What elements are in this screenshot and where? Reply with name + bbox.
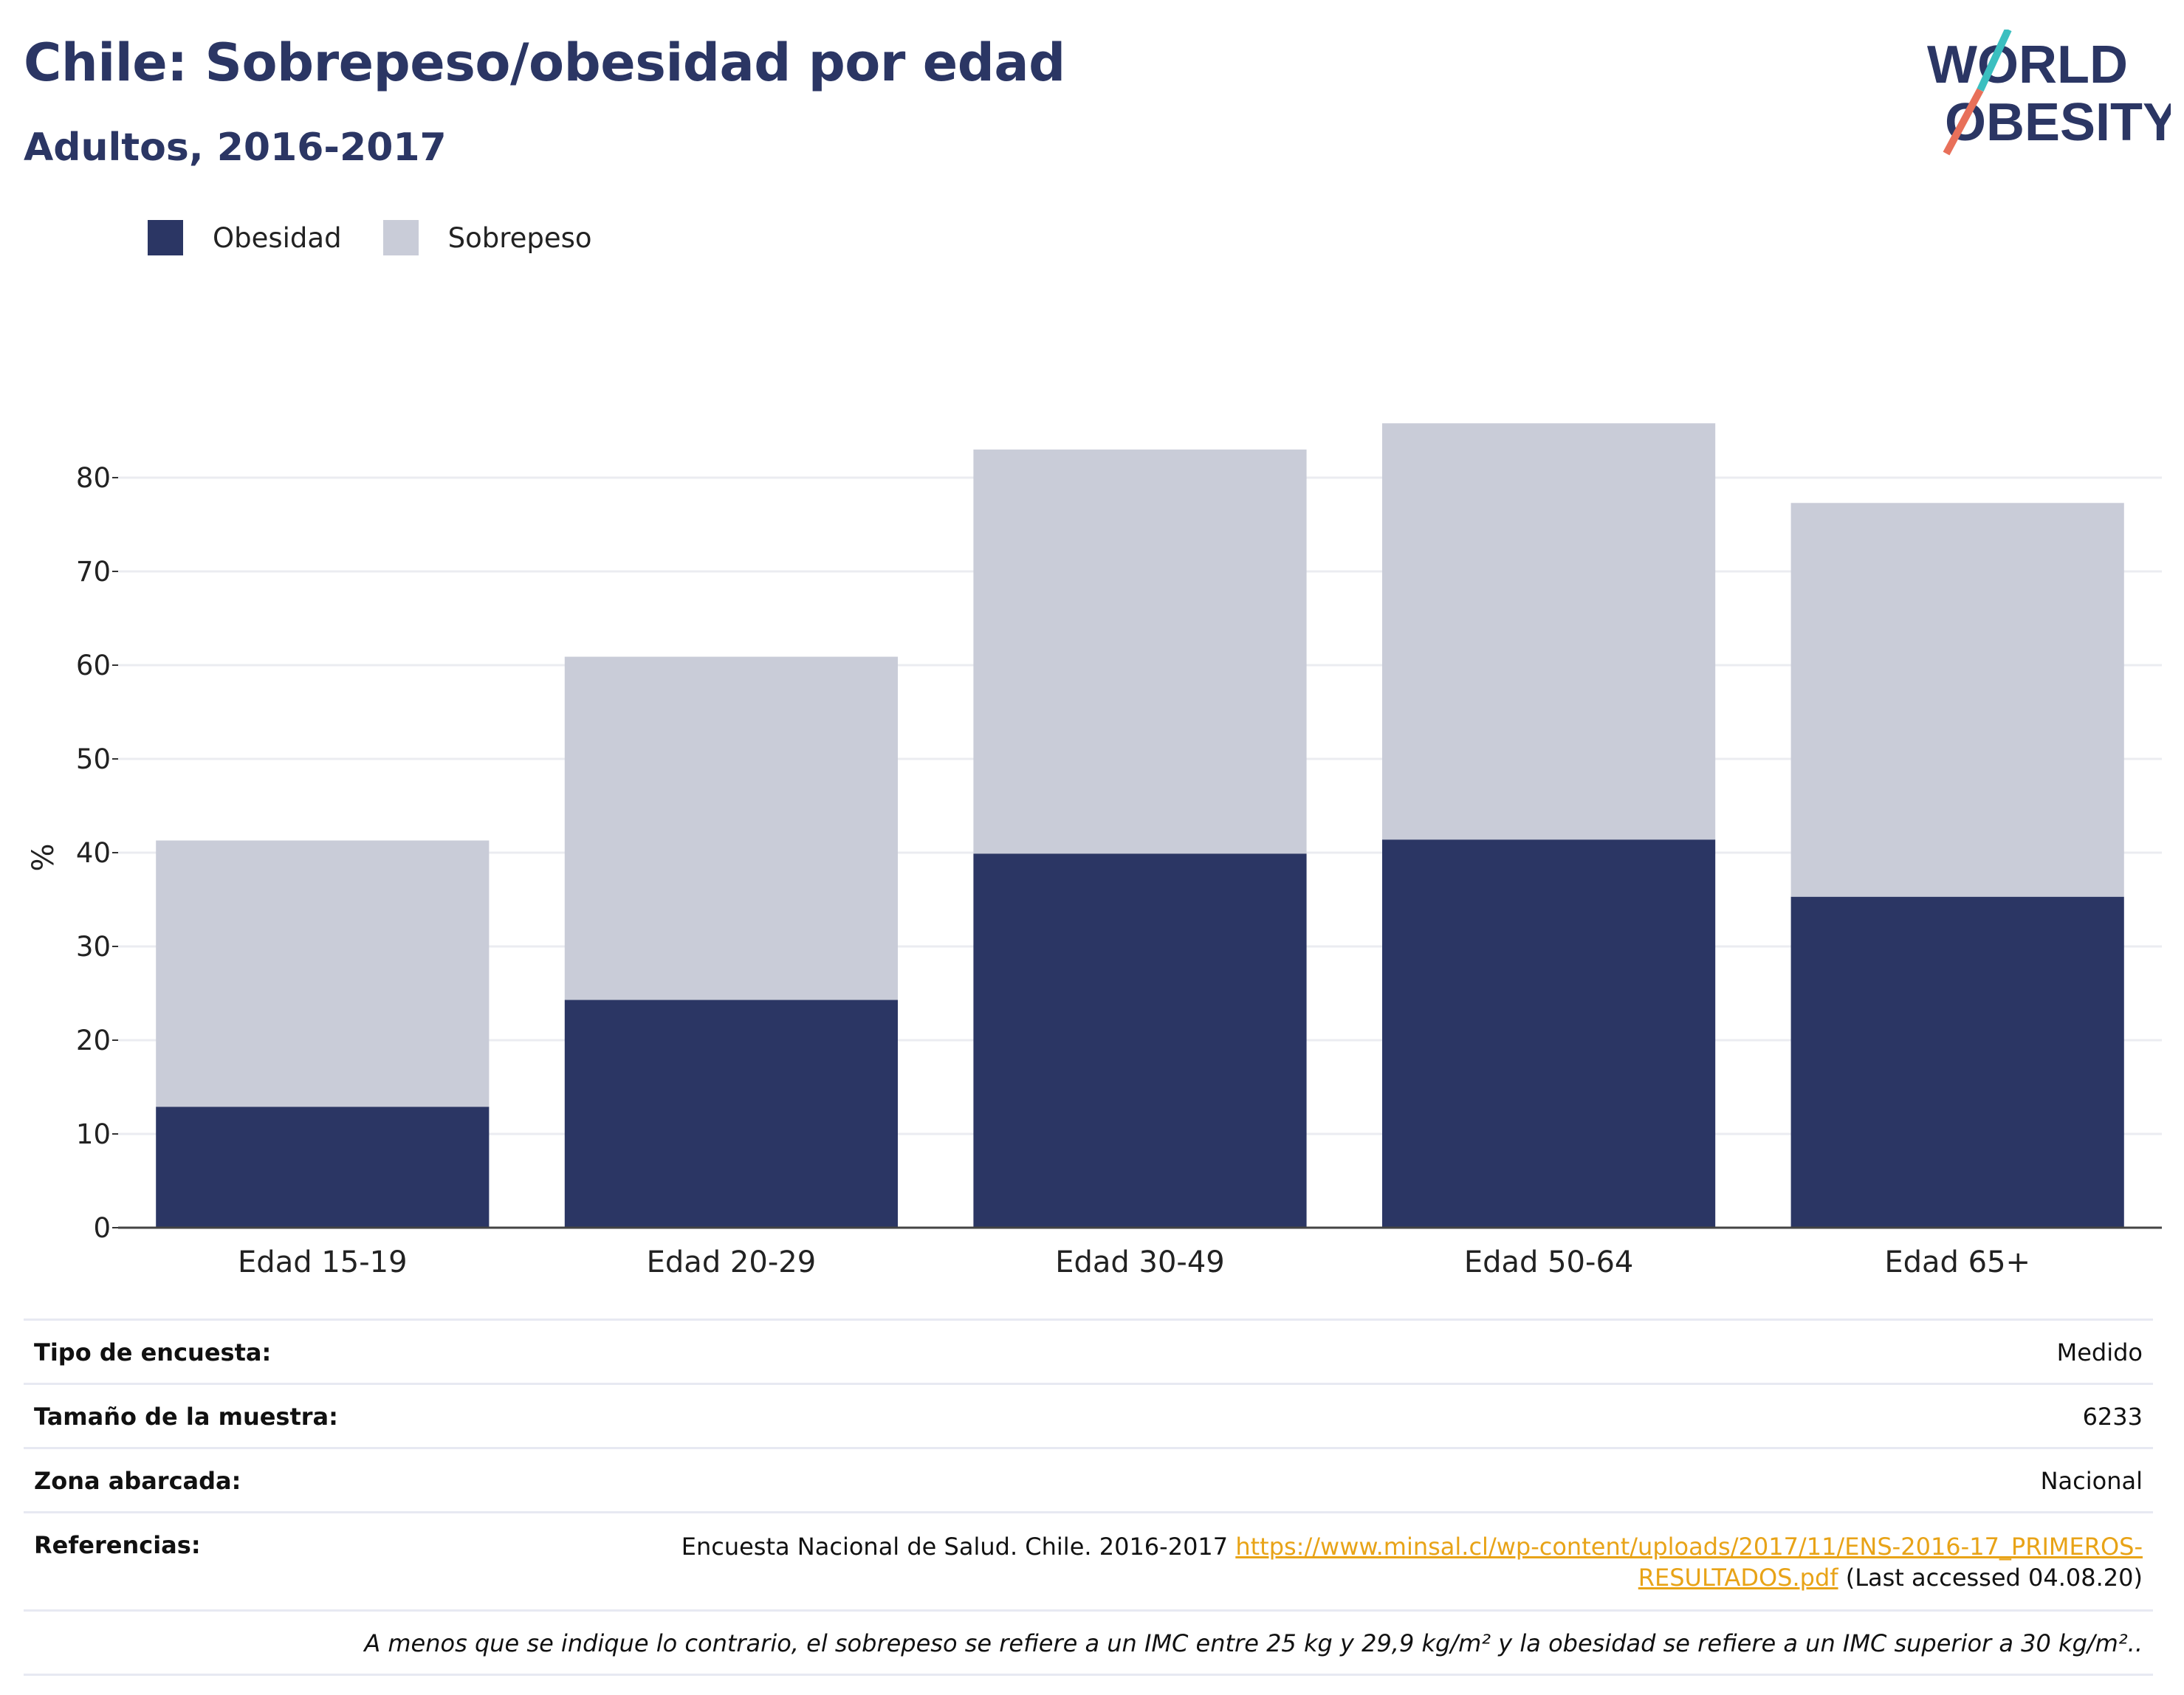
chart-title: Chile: Sobrepeso/obesidad por edad — [24, 32, 1065, 93]
legend-label-sobrepeso: Sobrepeso — [447, 221, 592, 254]
bar-sobrepeso-1 — [156, 840, 490, 1107]
y-axis-label: % — [27, 843, 61, 871]
bar-obesidad-2 — [564, 1000, 898, 1228]
area-label: Zona abarcada: — [34, 1467, 241, 1495]
legend-swatch-sobrepeso — [382, 220, 419, 255]
y-tick-label: 80 — [76, 462, 111, 494]
info-table: Tipo de encuesta: Medido Tamaño de la mu… — [24, 1318, 2153, 1676]
stacked-bar-chart: 0 10 20 30 40 50 60 70 80% Edad 15-19 Edad 20-29 Ed… — [27, 423, 2162, 1279]
x-tick-label: Edad 15-19 — [238, 1245, 408, 1279]
references-value: Encuesta Nacional de Salud. Chile. 2016-… — [666, 1531, 2143, 1593]
y-tick-label: 50 — [76, 743, 111, 775]
bar-sobrepeso-5 — [1790, 503, 2124, 897]
y-tick-label: 60 — [76, 650, 111, 681]
bar-sobrepeso-3 — [973, 449, 1307, 854]
chart-legend: Obesidad Sobrepeso — [148, 220, 633, 255]
bar-obesidad-1 — [156, 1107, 490, 1228]
y-tick-label: 30 — [76, 931, 111, 963]
info-row-sample-size: Tamaño de la muestra: 6233 — [24, 1383, 2153, 1447]
references-label: Referencias: — [34, 1531, 201, 1559]
x-tick-label: Edad 20-29 — [647, 1245, 817, 1279]
definition-note: A menos que se indique lo contrario, el … — [24, 1609, 2153, 1676]
legend-swatch-obesidad — [148, 220, 183, 255]
references-link[interactable]: https://www.minsal.cl/wp-content/uploads… — [1235, 1533, 2143, 1592]
area-value: Nacional — [2040, 1467, 2143, 1495]
sample-size-label: Tamaño de la muestra: — [34, 1403, 338, 1431]
world-obesity-logo: WORLD OBESITY — [1927, 30, 2171, 156]
logo-line-1: WORLD — [1927, 35, 2128, 94]
legend-label-obesidad: Obesidad — [213, 221, 342, 254]
sample-size-value: 6233 — [2082, 1403, 2143, 1431]
bar-sobrepeso-2 — [564, 656, 898, 1000]
x-tick-label: Edad 50-64 — [1464, 1245, 1634, 1279]
references-text: Encuesta Nacional de Salud. Chile. 2016-… — [681, 1533, 1236, 1561]
legend-item-obesidad: Obesidad — [148, 220, 342, 255]
survey-type-label: Tipo de encuesta: — [34, 1338, 272, 1366]
logo-line-2: OBESITY — [1945, 93, 2171, 152]
logo-slash-teal — [1977, 30, 2012, 92]
bar-obesidad-3 — [973, 853, 1307, 1228]
bar-sobrepeso-4 — [1382, 423, 1716, 840]
y-tick-label: 10 — [76, 1118, 111, 1150]
references-suffix: (Last accessed 04.08.20) — [1838, 1564, 2143, 1592]
bar-obesidad-5 — [1790, 896, 2124, 1228]
chart-subtitle: Adultos, 2016-2017 — [24, 126, 447, 170]
x-tick-label: Edad 30-49 — [1055, 1245, 1225, 1279]
x-tick-label: Edad 65+ — [1884, 1245, 2030, 1279]
survey-type-value: Medido — [2056, 1338, 2143, 1366]
info-row-survey-type: Tipo de encuesta: Medido — [24, 1318, 2153, 1383]
y-tick-label: 0 — [93, 1212, 111, 1244]
logo-slash-coral — [1943, 88, 1984, 156]
info-row-area: Zona abarcada: Nacional — [24, 1447, 2153, 1511]
legend-item-sobrepeso: Sobrepeso — [382, 220, 592, 255]
y-tick-label: 40 — [76, 837, 111, 869]
y-tick-label: 20 — [76, 1025, 111, 1056]
bar-obesidad-4 — [1382, 839, 1716, 1228]
info-row-references: Referencias: Encuesta Nacional de Salud.… — [24, 1511, 2153, 1609]
y-tick-label: 70 — [76, 556, 111, 588]
